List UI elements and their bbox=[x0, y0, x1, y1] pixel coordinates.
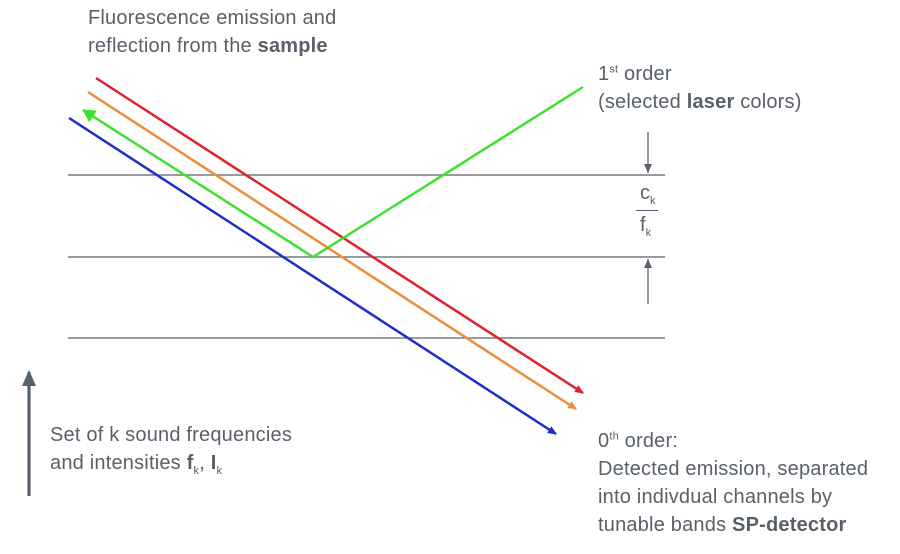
sound-direction-arrowhead bbox=[22, 370, 36, 386]
sample-emphasis: sample bbox=[257, 35, 328, 57]
emission-label: Fluorescence emission and reflection fro… bbox=[88, 4, 336, 60]
sp-detector-emphasis: SP-detector bbox=[732, 514, 847, 536]
zero-order-line4: tunable bands SP-detector bbox=[598, 514, 847, 536]
zero-order-line3: into indivdual channels by bbox=[598, 486, 833, 508]
laser-emphasis: laser bbox=[686, 91, 735, 113]
sound-label-line2: and intensities fk, Ik bbox=[50, 452, 223, 477]
first-order-label: 1st order (selected laser colors) bbox=[598, 60, 802, 116]
green-laser-arrow bbox=[82, 85, 584, 259]
sound-frequencies-label: Set of k sound frequencies and intensiti… bbox=[50, 421, 292, 477]
first-order-line2: (selected laser colors) bbox=[598, 91, 802, 113]
blue-beam-arrow bbox=[68, 116, 557, 436]
first-order-line1: 1st order bbox=[598, 63, 672, 85]
orange-beam-arrow bbox=[87, 90, 577, 411]
emission-label-line1: Fluorescence emission and bbox=[88, 7, 337, 29]
red-beam-arrow bbox=[95, 76, 584, 395]
zero-order-label: 0th order: Detected emission, separated … bbox=[598, 427, 868, 539]
sound-label-line1: Set of k sound frequencies bbox=[50, 424, 293, 446]
emission-label-line2: reflection from the sample bbox=[88, 35, 328, 57]
fraction-denominator: fk bbox=[640, 214, 652, 239]
zero-order-line2: Detected emission, separated bbox=[598, 458, 869, 480]
fraction-numerator: ck bbox=[640, 182, 656, 207]
fraction-bar bbox=[636, 210, 658, 211]
zero-order-line1: 0th order: bbox=[598, 430, 679, 452]
